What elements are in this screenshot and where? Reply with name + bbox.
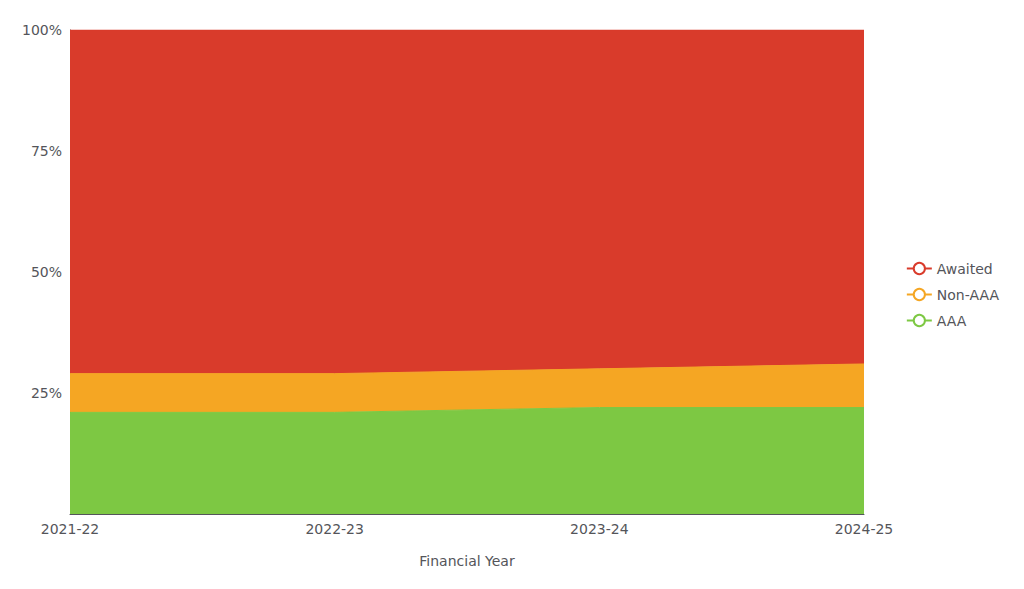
svg-text:2023-24: 2023-24	[570, 521, 629, 537]
svg-text:75%: 75%	[31, 143, 62, 159]
svg-text:50%: 50%	[31, 264, 62, 280]
svg-text:Awaited: Awaited	[937, 261, 993, 277]
svg-text:2024-25: 2024-25	[835, 521, 894, 537]
svg-text:25%: 25%	[31, 385, 62, 401]
svg-text:AAA: AAA	[937, 313, 967, 329]
svg-text:2021-22: 2021-22	[41, 521, 100, 537]
svg-text:100%: 100%	[22, 22, 62, 38]
svg-text:Non-AAA: Non-AAA	[937, 287, 1000, 303]
svg-text:Financial Year: Financial Year	[419, 553, 515, 569]
svg-text:2022-23: 2022-23	[305, 521, 364, 537]
